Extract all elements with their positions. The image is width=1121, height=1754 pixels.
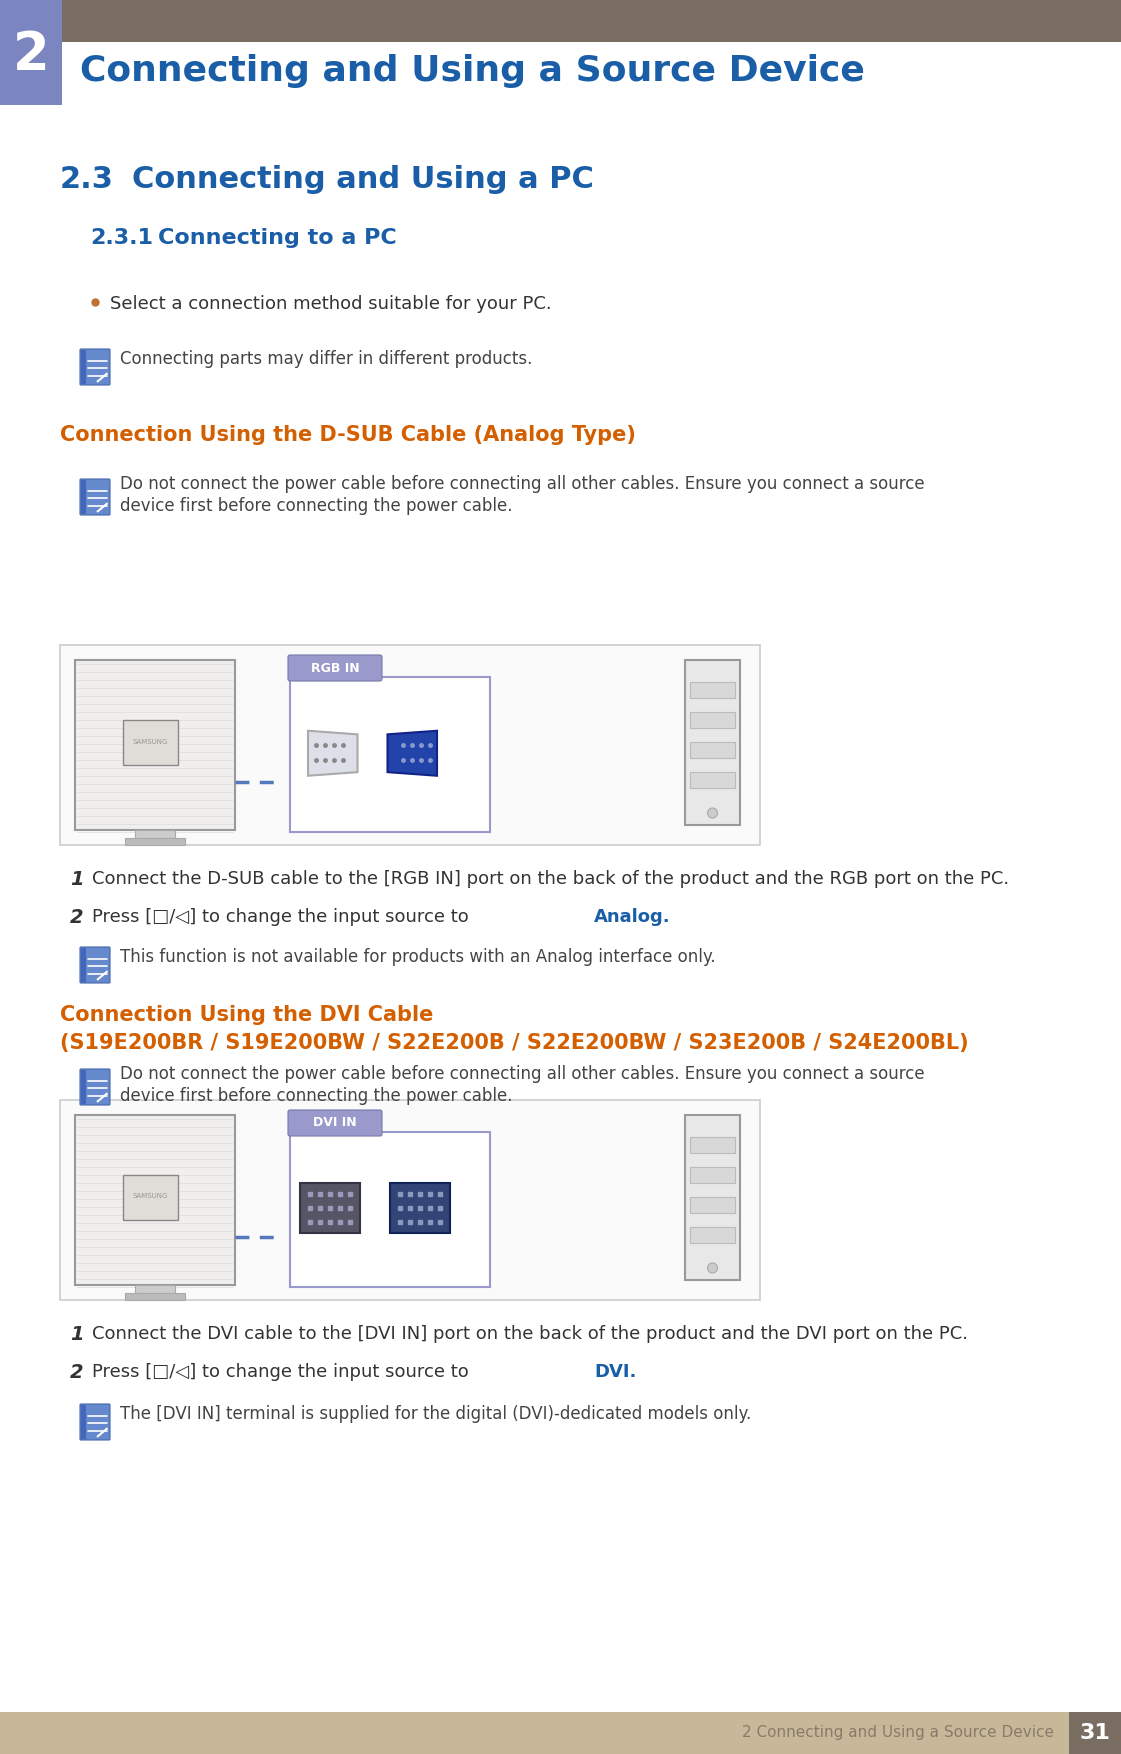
FancyBboxPatch shape [80,349,110,384]
Bar [135,830,175,838]
Bar [81,1070,86,1103]
Text: 1: 1 [70,1324,84,1344]
Bar [691,772,735,788]
Text: 1: 1 [70,870,84,889]
Bar [691,1196,735,1214]
Text: Connect the DVI cable to the [DVI IN] port on the back of the product and the DV: Connect the DVI cable to the [DVI IN] po… [92,1324,969,1344]
Polygon shape [308,731,358,775]
Circle shape [707,1263,717,1273]
Text: device first before connecting the power cable.: device first before connecting the power… [120,1087,512,1105]
FancyBboxPatch shape [80,1068,110,1105]
Bar [685,1116,740,1280]
Text: Connecting to a PC: Connecting to a PC [158,228,397,247]
Text: Connection Using the DVI Cable: Connection Using the DVI Cable [61,1005,434,1024]
Bar [691,682,735,698]
Text: Select a connection method suitable for your PC.: Select a connection method suitable for … [110,295,552,312]
Polygon shape [388,731,437,775]
Text: (S19E200BR / S19E200BW / S22E200B / S22E200BW / S23E200B / S24E200BL): (S19E200BR / S19E200BW / S22E200B / S22E… [61,1033,969,1052]
Bar [290,1131,490,1287]
Bar [1069,1712,1121,1754]
Bar [0,0,1121,42]
Text: device first before connecting the power cable.: device first before connecting the power… [120,496,512,516]
Bar [691,712,735,728]
Bar [691,1166,735,1182]
Text: Connecting and Using a PC: Connecting and Using a PC [132,165,594,195]
Bar [126,838,185,845]
Text: The [DVI IN] terminal is supplied for the digital (DVI)-dedicated models only.: The [DVI IN] terminal is supplied for th… [120,1405,751,1422]
Text: 2: 2 [70,1363,84,1382]
Text: 2: 2 [70,909,84,928]
Bar [81,481,86,514]
FancyBboxPatch shape [288,1110,382,1137]
Text: DVI IN: DVI IN [313,1117,356,1130]
Text: 31: 31 [1080,1722,1111,1743]
Bar [0,0,62,105]
Bar [61,1100,760,1300]
Bar [123,1175,178,1219]
Text: 2: 2 [12,28,49,81]
Text: Connect the D-SUB cable to the [RGB IN] port on the back of the product and the : Connect the D-SUB cable to the [RGB IN] … [92,870,1009,888]
Text: RGB IN: RGB IN [311,661,360,675]
Text: 2 Connecting and Using a Source Device: 2 Connecting and Using a Source Device [742,1726,1054,1740]
Bar [135,1286,175,1293]
Bar [61,645,760,845]
Text: Connecting and Using a Source Device: Connecting and Using a Source Device [80,54,865,88]
Text: 2.3: 2.3 [61,165,114,195]
Circle shape [707,809,717,817]
Bar [290,677,490,831]
Bar [81,351,86,384]
Bar [81,947,86,982]
FancyBboxPatch shape [80,479,110,516]
Bar [75,660,235,830]
Bar [685,660,740,824]
Text: Connecting parts may differ in different products.: Connecting parts may differ in different… [120,351,532,368]
FancyBboxPatch shape [80,1403,110,1440]
Text: Do not connect the power cable before connecting all other cables. Ensure you co: Do not connect the power cable before co… [120,1065,925,1082]
Bar [123,719,178,765]
Bar [75,1116,235,1286]
Bar [691,1228,735,1244]
Text: Press [□/◁] to change the input source to: Press [□/◁] to change the input source t… [92,909,474,926]
Bar [691,742,735,758]
Bar [691,1137,735,1152]
Text: Do not connect the power cable before connecting all other cables. Ensure you co: Do not connect the power cable before co… [120,475,925,493]
Text: SAMSUNG: SAMSUNG [132,1193,168,1200]
FancyBboxPatch shape [288,654,382,681]
Text: SAMSUNG: SAMSUNG [132,738,168,744]
FancyBboxPatch shape [80,947,110,982]
Text: 2.3.1: 2.3.1 [90,228,152,247]
Text: DVI.: DVI. [594,1363,637,1380]
Text: Connection Using the D-SUB Cable (Analog Type): Connection Using the D-SUB Cable (Analog… [61,424,636,446]
Bar [81,1405,86,1438]
Text: Analog.: Analog. [594,909,670,926]
Bar [0,1712,1121,1754]
Bar [126,1293,185,1300]
Text: Press [□/◁] to change the input source to: Press [□/◁] to change the input source t… [92,1363,474,1380]
Bar [390,1184,450,1233]
Text: This function is not available for products with an Analog interface only.: This function is not available for produ… [120,947,715,966]
Bar [300,1184,360,1233]
